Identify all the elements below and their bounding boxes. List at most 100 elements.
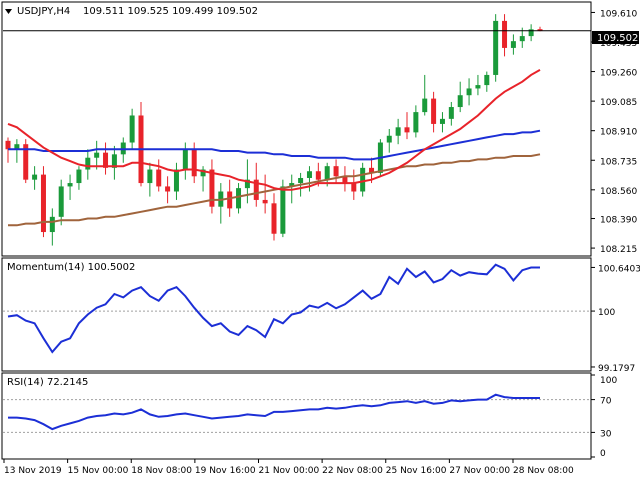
candle-body (182, 149, 188, 170)
rsi-level-lines (3, 399, 591, 433)
candle-body (413, 112, 419, 133)
candle-body (58, 186, 64, 217)
candle-body (510, 41, 516, 48)
time-tick-label: 27 Nov 00:00 (449, 466, 510, 476)
time-tick-label: 15 Nov 00:00 (68, 466, 129, 476)
momentum-panel: Momentum(14) 100.5002 100.6403 100 99.1797 (1, 257, 640, 374)
price-tick-label: 108.560 (600, 187, 637, 197)
rsi-axis-ticks: 100 70 30 0 (591, 374, 617, 459)
rsi-title: RSI(14) 72.2145 (7, 377, 88, 388)
candle-body (351, 183, 357, 192)
symbol-label: USDJPY,H4 (17, 6, 70, 17)
rsi-tick-label: 30 (600, 429, 612, 439)
momentum-title: Momentum(14) 100.5002 (7, 262, 135, 273)
candle-body (236, 188, 242, 209)
momentum-tick-label: 100 (598, 308, 615, 318)
candle-body (484, 74, 490, 86)
price-tick-label: 109.435 (600, 39, 637, 49)
candle-body (5, 140, 11, 150)
ma-brown-line (8, 153, 541, 227)
candle-body (94, 152, 100, 158)
candle-body (324, 166, 330, 180)
candle-body (23, 144, 29, 180)
candle-body (528, 29, 534, 37)
time-tick-label: 18 Nov 08:00 (131, 466, 192, 476)
candle-body (103, 152, 109, 168)
time-tick-label: 21 Nov 00:00 (259, 466, 320, 476)
last-price-value: 109.502 (597, 33, 638, 44)
price-tick-label: 109.085 (600, 98, 637, 108)
candle-body (191, 149, 197, 177)
candle-body (519, 36, 525, 42)
candle-body (386, 135, 392, 143)
momentum-axis-ticks: 100.6403 100 99.1797 (591, 264, 640, 374)
time-axis: 13 Nov 2019 15 Nov 00:00 18 Nov 08:00 19 No… (3, 459, 574, 476)
candle-body (404, 127, 410, 133)
candles (5, 14, 543, 246)
ohlc-label: 109.511 109.525 109.499 109.502 (83, 6, 258, 17)
candle-body (76, 169, 82, 184)
candle-body (360, 167, 366, 192)
ma-red-line (7, 69, 541, 191)
ma-blue-line (8, 129, 541, 161)
candle-body (457, 95, 463, 108)
candle-body (253, 179, 259, 200)
candle-body (369, 167, 375, 173)
chart-header: USDJPY,H4 109.511 109.525 109.499 109.50… (5, 6, 258, 17)
candle-body (315, 171, 321, 180)
price-tick-label: 108.215 (600, 245, 637, 255)
price-tick-label: 108.390 (600, 216, 637, 226)
price-panel: 109.610 109.435 109.260 109.085 108.910 108.7… (1, 1, 639, 257)
last-price-box (592, 31, 639, 44)
price-axis-ticks: 109.610 109.435 109.260 109.085 108.910 108.7… (591, 9, 637, 255)
momentum-tick-label: 99.1797 (598, 364, 635, 374)
candle-body (333, 166, 339, 177)
candle-body (173, 169, 179, 192)
candle-body (111, 154, 117, 168)
price-tick-label: 108.735 (600, 157, 637, 167)
rsi-line (8, 393, 540, 431)
candle-body (129, 115, 135, 143)
rsi-tick-label: 100 (600, 376, 617, 386)
price-tick-label: 109.610 (600, 9, 637, 19)
candle-body (448, 107, 454, 119)
momentum-line (7, 263, 540, 354)
candle-body (165, 186, 171, 192)
rsi-panel-frame (1, 372, 592, 460)
candle-body (342, 176, 348, 184)
candle-body (67, 183, 73, 187)
candle-body (271, 203, 277, 234)
candle-body (32, 174, 38, 180)
candle-body (200, 169, 206, 177)
candle-body (537, 29, 543, 31)
candle-body (493, 20, 499, 75)
last-price-tag: 109.502 (592, 31, 639, 44)
candle-body (244, 179, 250, 189)
time-tick-label: 19 Nov 16:00 (195, 466, 256, 476)
time-tick-label: 13 Nov 2019 (4, 466, 62, 476)
candle-body (431, 98, 437, 124)
candle-body (422, 98, 428, 113)
time-tick-label: 25 Nov 16:00 (386, 466, 447, 476)
price-panel-frame (1, 1, 592, 257)
momentum-tick-label: 100.6403 (598, 264, 640, 274)
momentum-panel-frame (1, 257, 592, 372)
candle-body (280, 186, 286, 234)
price-tick-label: 109.260 (600, 69, 637, 79)
candle-body (156, 169, 162, 187)
candle-body (85, 157, 91, 170)
candle-body (395, 127, 401, 136)
dropdown-triangle-icon (5, 9, 12, 14)
candle-body (147, 169, 153, 184)
candle-body (40, 174, 46, 233)
candle-body (14, 144, 20, 150)
candle-body (475, 85, 481, 89)
rsi-tick-label: 0 (600, 449, 606, 459)
time-tick-label: 28 Nov 08:00 (513, 466, 574, 476)
candle-body (466, 88, 472, 96)
candle-body (298, 177, 304, 184)
candle-body (49, 216, 55, 233)
candle-body (209, 169, 215, 207)
candle-body (306, 171, 312, 178)
